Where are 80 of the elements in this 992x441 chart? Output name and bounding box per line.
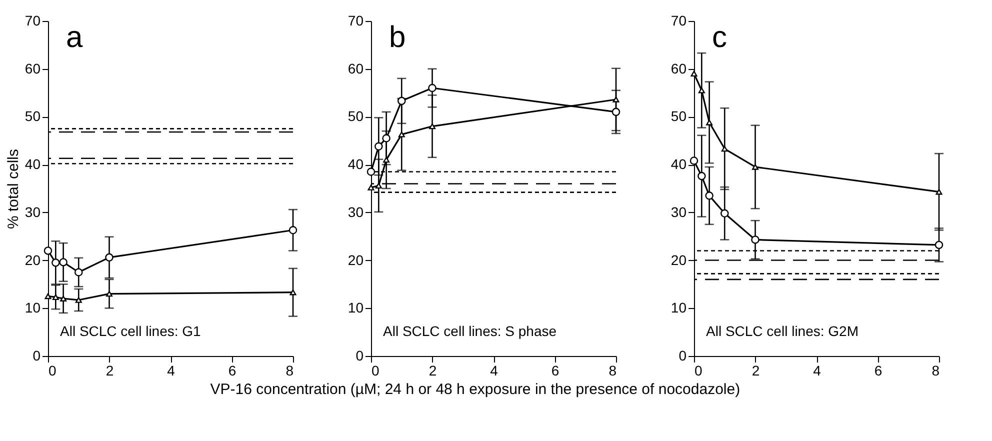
point [60,296,67,302]
y-tick-label: 60 [348,60,364,76]
point [428,84,436,92]
x-tick-label: 8 [608,362,617,378]
point [59,258,68,266]
x-tick-label: 8 [932,362,940,378]
y-tick-label: 40 [348,156,364,172]
x-tick-label: 4 [167,362,176,378]
y-tick-label: 40 [670,156,687,172]
y-tick-label: 70 [348,12,364,28]
y-tick-label: 70 [670,12,687,28]
point [720,209,729,218]
x-tick-label: 6 [551,362,560,378]
y-tick-label: 20 [670,252,687,268]
x-tick-label: 4 [813,362,822,378]
point [382,134,390,142]
y-tick-label: 60 [670,60,687,76]
y-tick-label: 10 [24,300,41,316]
y-tick-label: 10 [670,300,687,316]
point [398,132,405,138]
y-tick-label: 70 [24,12,41,28]
y-tick-label: 60 [24,60,41,76]
x-tick-label: 0 [372,362,380,378]
y-tick-label: 50 [24,108,41,124]
point [288,226,298,234]
point [752,164,758,170]
x-tick-label: 6 [874,362,882,378]
annotation: c [712,21,727,54]
point [698,172,706,180]
point [374,142,383,151]
y-tick-label: 20 [24,252,41,268]
point [721,146,728,152]
point [375,182,382,189]
annotation: a [66,21,83,54]
point [105,253,114,262]
y-tick-label: 30 [24,204,41,220]
x-tick-label: 6 [228,362,236,378]
x-tick-label: 8 [286,362,294,378]
y-tick-label: 30 [348,204,364,220]
y-tick-label: 20 [348,252,364,268]
x-tick-label: 0 [694,362,702,378]
point [706,120,713,126]
point [366,168,376,176]
y-tick-label: 10 [348,300,364,316]
annotation: All SCLC cell lines: G1 [60,323,202,339]
annotation: All SCLC cell lines: G2M [706,323,858,339]
point [106,290,112,297]
x-tick-label: 4 [490,362,498,378]
point [383,156,390,163]
x-axis-title: VP-16 concentration (µM; 24 h or 48 h exposure in the presence of nocodazole) [210,381,740,398]
point [934,240,944,250]
annotation: All SCLC cell lines: S phase [383,323,557,339]
y-tick-label: 50 [348,108,364,124]
point [705,192,714,200]
point [397,96,406,106]
y-tick-label: 40 [24,156,41,172]
point [612,96,620,102]
point [75,297,82,303]
y-tick-label: 30 [670,204,687,220]
point [751,236,760,244]
point [52,258,60,267]
point [74,268,83,276]
x-tick-label: 0 [48,362,56,378]
point [690,156,698,165]
point [44,246,52,255]
y-axis-title: % total cells [4,148,22,230]
y-tick-label: 0 [356,348,364,364]
y-tick-label: 50 [670,108,687,124]
y-tick-label: 0 [32,348,41,364]
point [936,188,942,195]
point [290,289,296,296]
point [612,108,620,116]
y-tick-label: 0 [678,348,687,364]
annotation: b [389,21,406,54]
x-tick-label: 2 [106,362,114,378]
x-tick-label: 2 [752,362,760,378]
x-tick-label: 2 [428,362,437,378]
point [429,123,436,130]
point [698,88,705,94]
point [52,294,59,300]
